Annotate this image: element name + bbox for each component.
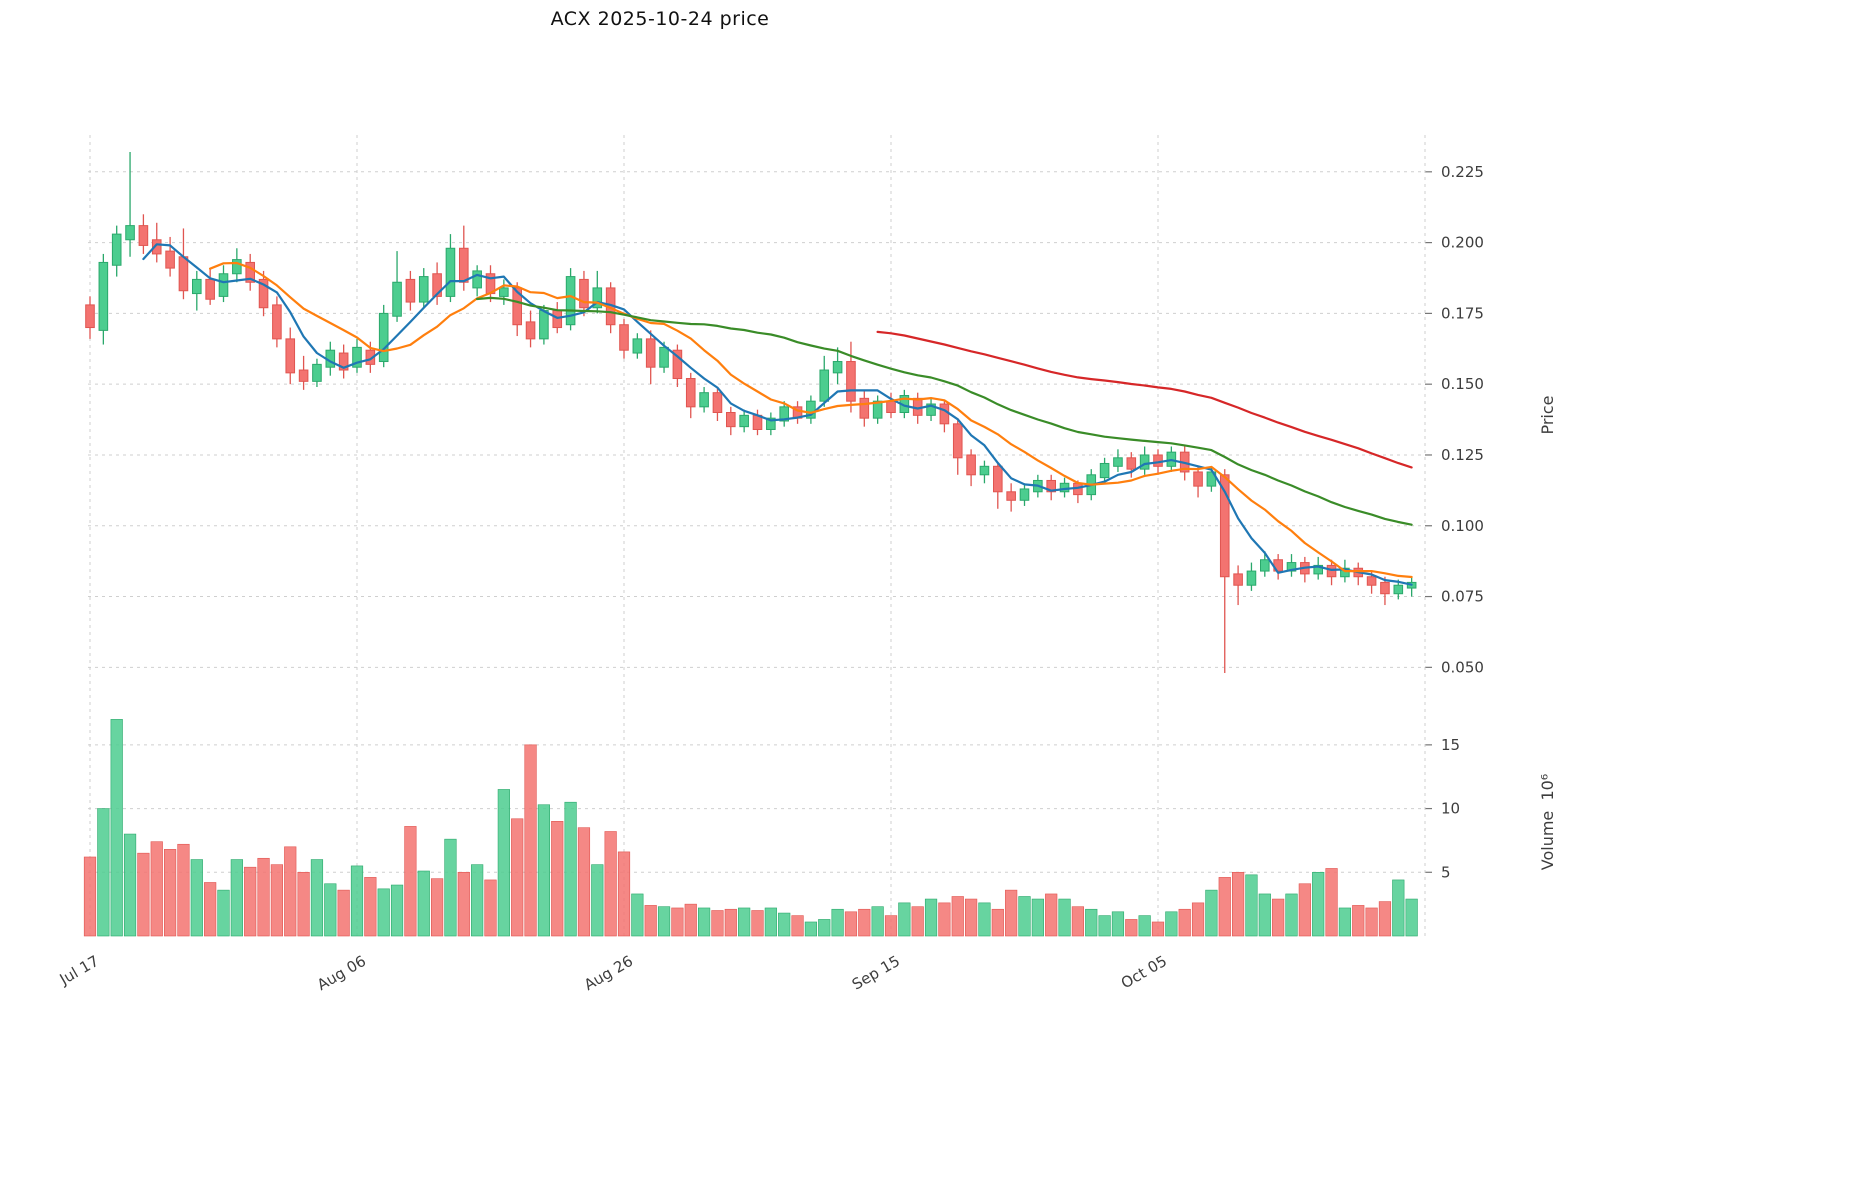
svg-text:Sep 15: Sep 15 <box>849 952 903 994</box>
svg-text:Aug 26: Aug 26 <box>581 952 636 994</box>
svg-text:15: 15 <box>1441 736 1460 754</box>
svg-text:0.175: 0.175 <box>1441 304 1484 322</box>
svg-text:0.100: 0.100 <box>1441 517 1484 535</box>
svg-text:Jul 17: Jul 17 <box>56 952 102 989</box>
price-axis-label: Price <box>1538 395 1557 435</box>
svg-text:0.200: 0.200 <box>1441 234 1484 252</box>
svg-text:Aug 06: Aug 06 <box>314 952 369 994</box>
svg-text:0.075: 0.075 <box>1441 588 1484 606</box>
chart-title: ACX 2025-10-24 price <box>550 8 770 30</box>
svg-text:0.050: 0.050 <box>1441 658 1484 676</box>
svg-text:0.125: 0.125 <box>1441 446 1484 464</box>
svg-text:0.150: 0.150 <box>1441 375 1484 393</box>
svg-text:5: 5 <box>1441 863 1451 881</box>
svg-text:Oct 05: Oct 05 <box>1118 952 1170 992</box>
svg-text:0.225: 0.225 <box>1441 163 1484 181</box>
volume-axis-label: Volume 10⁶ <box>1538 773 1557 871</box>
svg-text:10: 10 <box>1441 800 1460 818</box>
